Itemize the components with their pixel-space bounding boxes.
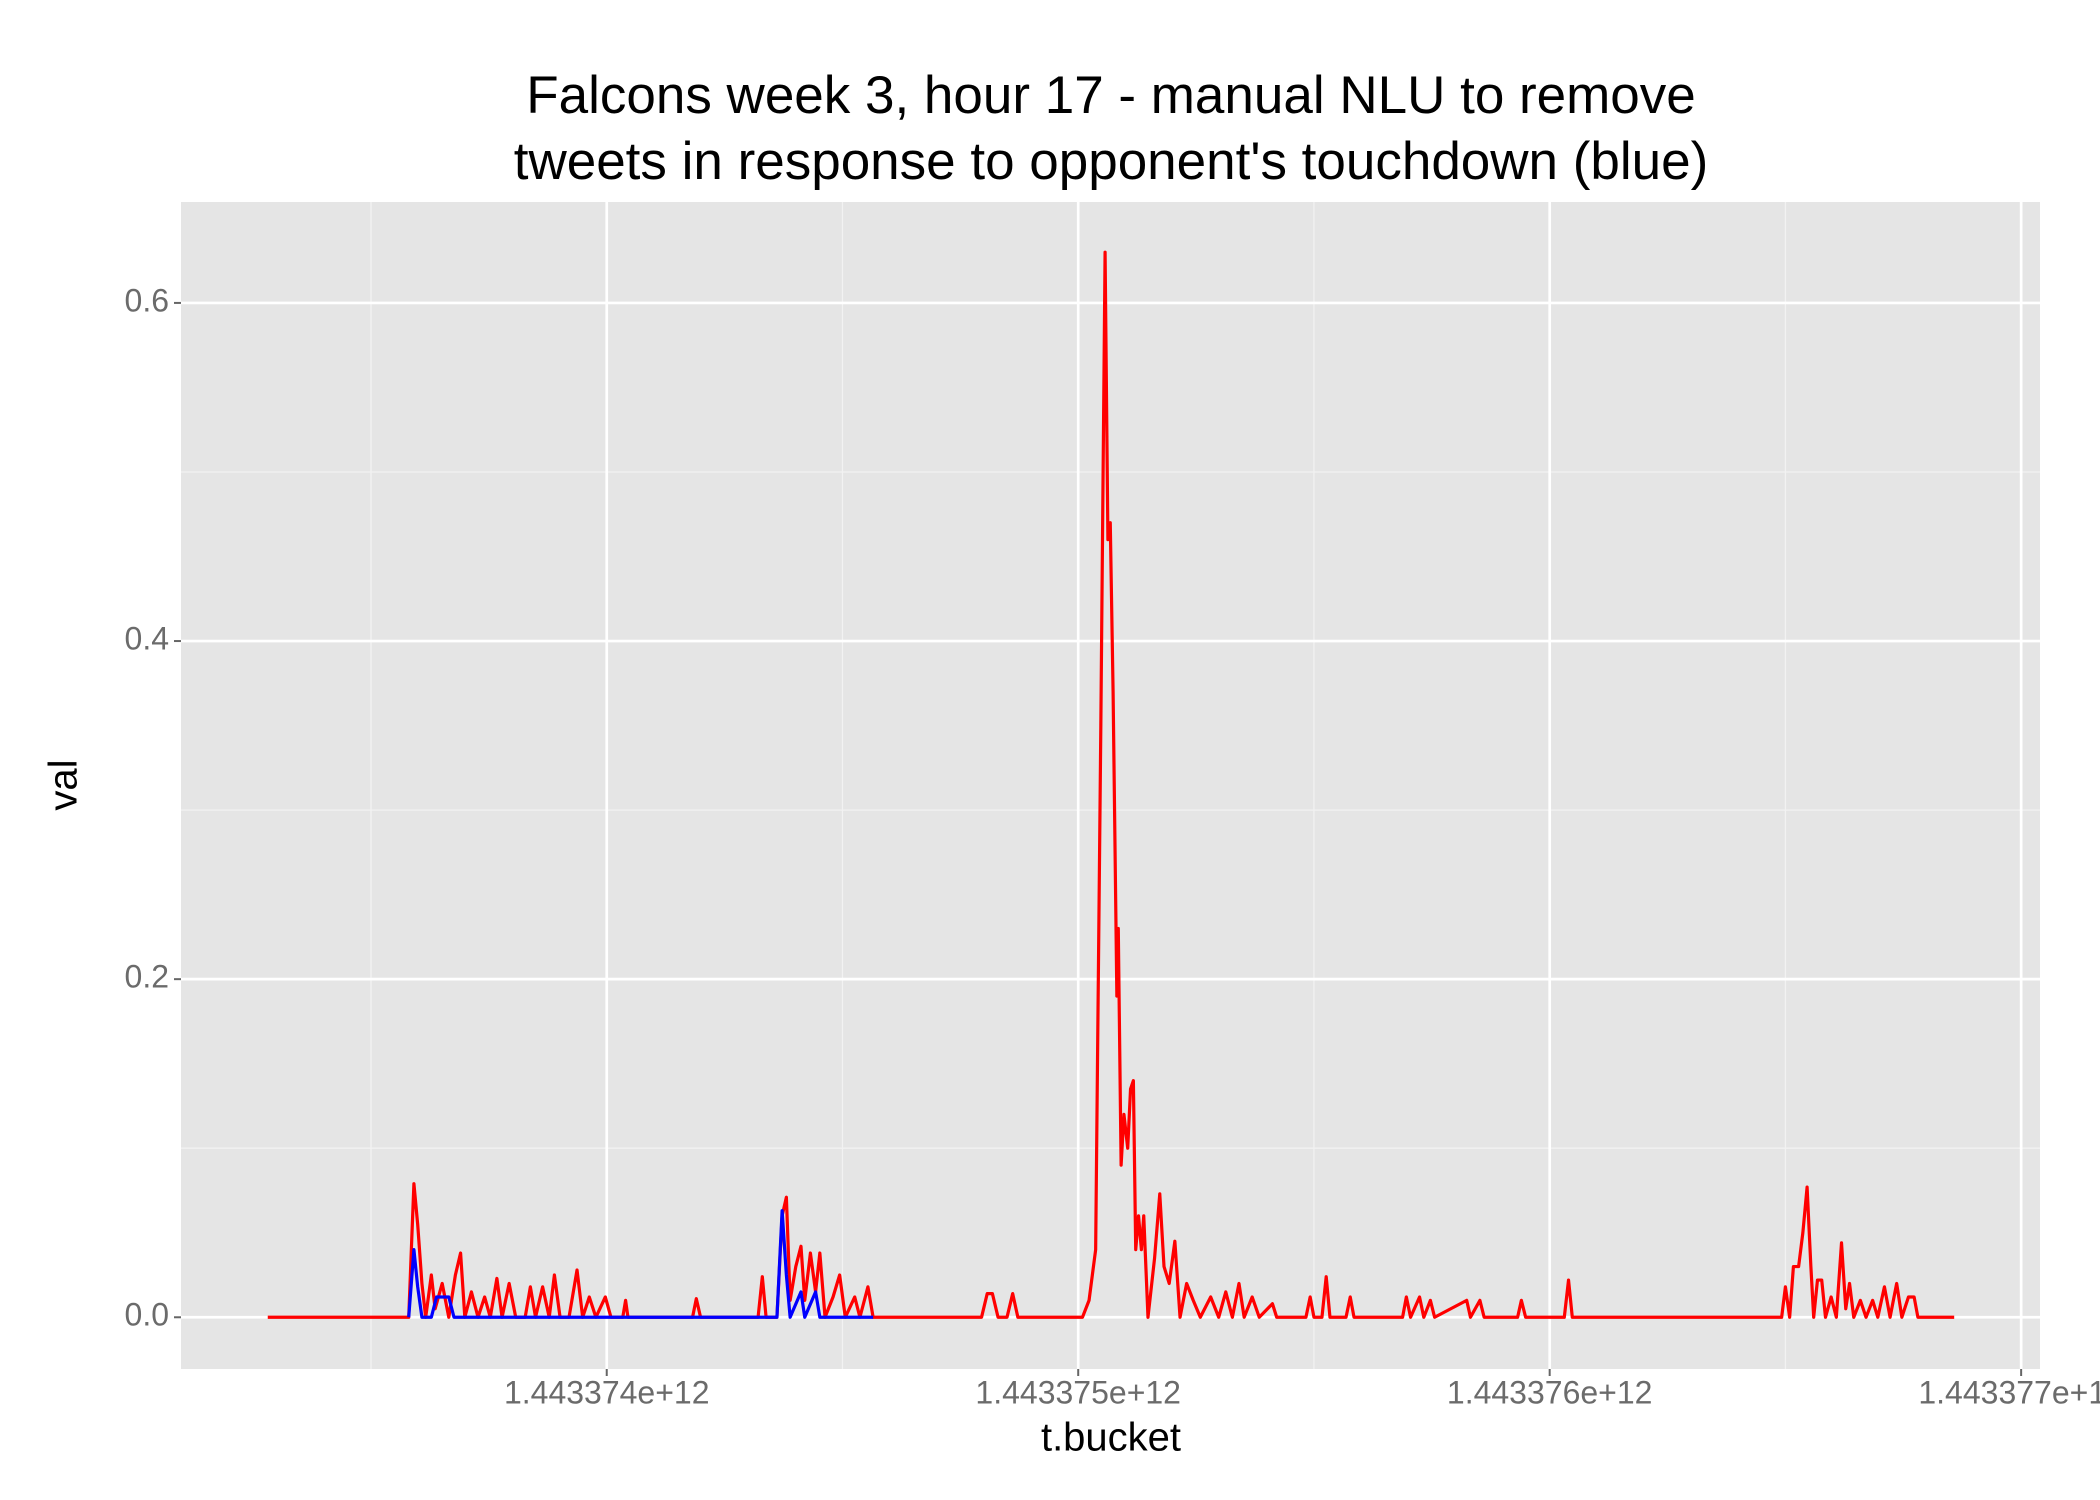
x-tick-label: 1.443377e+12 <box>1918 1374 2100 1410</box>
chart-title: Falcons week 3, hour 17 - manual NLU to … <box>526 66 1696 125</box>
plot-panel <box>181 202 2040 1369</box>
x-tick-label: 1.443374e+12 <box>504 1374 710 1410</box>
chart-title: tweets in response to opponent's touchdo… <box>514 132 1709 191</box>
x-tick-label: 1.443376e+12 <box>1447 1374 1653 1410</box>
x-tick-label: 1.443375e+12 <box>975 1374 1181 1410</box>
y-tick-label: 0.2 <box>125 959 169 995</box>
data-line <box>407 1209 874 1319</box>
y-tick-label: 0.0 <box>125 1297 169 1333</box>
y-axis-title: val <box>42 759 86 810</box>
x-axis-title: t.bucket <box>1041 1416 1181 1460</box>
y-tick-label: 0.4 <box>125 620 169 656</box>
y-tick-label: 0.6 <box>125 282 169 318</box>
